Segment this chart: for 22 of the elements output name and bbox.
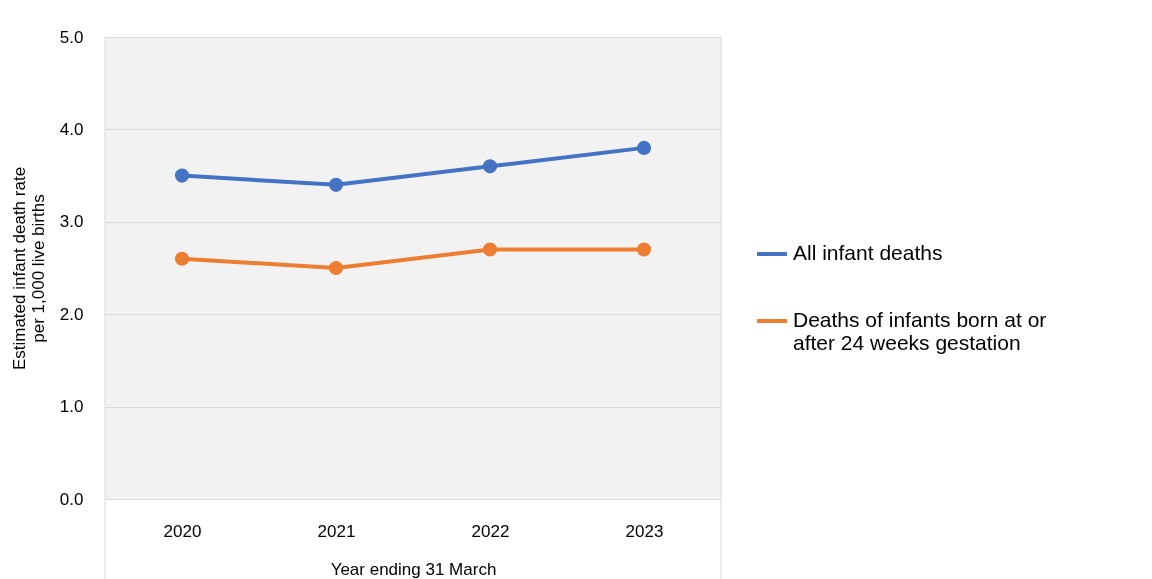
y-axis-title: Estimated infant death rate per 1,000 live births — [9, 166, 48, 371]
point — [636, 140, 652, 155]
point — [328, 260, 344, 276]
y-tick-label: 5.0 — [59, 27, 84, 47]
point — [328, 177, 344, 192]
point — [482, 159, 498, 174]
y-tick-label: 3.0 — [59, 212, 84, 232]
y-tick-label: 0.0 — [59, 489, 84, 509]
legend-label: Deaths of infants born at or after 24 weeks gestation — [793, 308, 1047, 354]
x-axis-title: Year ending 31 March — [330, 559, 497, 579]
x-tick-label: 2023 — [625, 521, 664, 541]
point — [174, 251, 190, 266]
point — [482, 242, 498, 257]
legend-label: All infant deaths — [793, 241, 943, 264]
x-tick-label: 2021 — [317, 521, 356, 541]
y-tick-label: 2.0 — [59, 304, 84, 324]
x-tick-label: 2020 — [163, 521, 202, 541]
x-tick-label: 2022 — [471, 521, 510, 541]
point — [636, 242, 652, 257]
y-tick-label: 4.0 — [59, 119, 84, 139]
point — [174, 168, 190, 183]
y-tick-label: 1.0 — [59, 397, 84, 417]
